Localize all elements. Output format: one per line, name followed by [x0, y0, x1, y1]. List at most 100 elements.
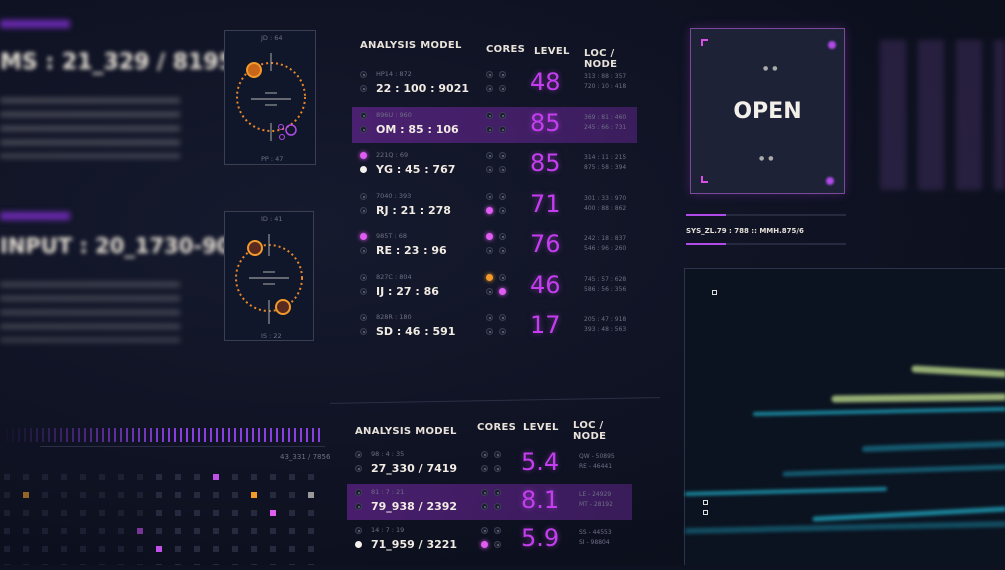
data-streak: [685, 487, 887, 496]
data-streak: [911, 365, 1005, 378]
row-loc-1: 205 : 47 : 918: [584, 316, 627, 323]
grid-node: [156, 546, 162, 552]
table-row[interactable]: 14 : 7 : 19 71_959 / 3221 5.9 SS - 44553 SI …: [347, 522, 632, 558]
row-code: 896U : 960: [376, 110, 412, 119]
row-level: 5.4: [521, 448, 560, 476]
radar-panel-2: ID : 41 IS : 22: [224, 211, 314, 341]
row-level: 76: [530, 230, 561, 258]
row-code: 221Q : 69: [376, 151, 409, 159]
row-loc-2: 546 : 96 : 260: [584, 245, 627, 252]
data-streak: [685, 521, 1005, 534]
row-level: 85: [530, 149, 561, 177]
radar-top-label: JD : 64: [261, 34, 283, 42]
row-loc-2: 720 : 10 : 418: [584, 83, 627, 90]
table-row[interactable]: HP14 : 872 22 : 100 : 9021 48 313 : 88 : 35…: [352, 66, 637, 102]
grid-node: [80, 546, 86, 552]
table-row[interactable]: 81 : 7 : 21 79_938 / 2392 8.1 LE - 24929 MT …: [347, 484, 632, 520]
row-loc-2: MT - 28192: [579, 501, 613, 508]
grid-node: [194, 546, 200, 552]
status-box[interactable]: ●● OPEN ●●: [690, 28, 845, 194]
row-loc-1: 369 : 81 : 460: [584, 113, 627, 121]
grid-node: [213, 474, 219, 480]
analysis-table-2: ANALYSIS MODEL CORES LEVEL LOC / NODE 98…: [347, 420, 637, 570]
grid-node: [4, 510, 10, 516]
analysis-table-1: ANALYSIS MODEL CORES LEVEL LOC / NODE HP…: [352, 38, 642, 348]
row-loc-1: QW - 50895: [579, 453, 615, 460]
row-loc-2: RE - 46441: [579, 463, 613, 470]
row-model: 27_330 / 7419: [371, 462, 458, 475]
table-row[interactable]: 827C : 804 IJ : 27 : 86 46 745 : 57 : 628 58…: [352, 269, 637, 305]
grid-node: [270, 528, 276, 534]
grid-node: [213, 510, 219, 516]
grid-node: [99, 528, 105, 534]
column-header-model: ANALYSIS MODEL: [360, 40, 462, 51]
core-indicator-icon: [494, 451, 501, 458]
core-indicator-icon: [499, 314, 506, 321]
grid-node: [251, 474, 257, 480]
grid-node: [118, 528, 124, 534]
grid-node: [80, 528, 86, 534]
core-indicator-icon: [481, 451, 488, 458]
readout-primary: MS : 21_329 / 8195: [0, 50, 234, 75]
grid-node: [61, 528, 67, 534]
grid-node: [137, 474, 143, 480]
row-loc-1: 242 : 18 : 837: [584, 235, 627, 242]
grid-node: [99, 510, 105, 516]
grid-node: [213, 528, 219, 534]
data-streak: [753, 407, 1005, 416]
row-bullet-icon: [360, 273, 367, 281]
row-bullet-icon: [355, 541, 362, 548]
row-bullet-icon: [360, 247, 367, 254]
row-model: 22 : 100 : 9021: [376, 82, 470, 95]
core-indicator-icon: [499, 247, 506, 254]
row-code: 81 : 7 : 21: [371, 488, 405, 496]
grid-node: [270, 492, 276, 498]
row-bullet-icon: [360, 314, 367, 321]
row-level: 85: [530, 108, 561, 137]
row-bullet-icon: [360, 71, 367, 78]
column-header-level: LEVEL: [523, 422, 559, 433]
table-row[interactable]: 896U : 960 OM : 85 : 106 85 369 : 81 : 460 2…: [352, 106, 637, 143]
core-indicator-icon: [486, 247, 493, 254]
grid-node: [232, 474, 238, 480]
table-row[interactable]: 221Q : 69 YG : 45 : 767 85 314 : 11 : 215 87…: [352, 147, 637, 183]
table-row[interactable]: 828R : 180 SD : 46 : 591 17 205 : 47 : 918 3…: [352, 309, 637, 345]
grid-node: [118, 474, 124, 480]
row-loc-2: 245 : 66 : 731: [584, 123, 627, 131]
table-row[interactable]: 7040 : 393 RJ : 21 : 278 71 301 : 33 : 970 4…: [352, 188, 637, 224]
row-bullet-icon: [360, 206, 367, 214]
signal-bar: [0, 428, 322, 442]
row-bullet-icon: [355, 527, 362, 534]
core-indicator-icon: [499, 111, 506, 119]
row-level: 8.1: [521, 486, 560, 514]
grid-node: [23, 492, 29, 498]
core-indicator-icon: [499, 125, 506, 133]
core-indicator-icon: [481, 527, 488, 534]
row-code: 828R : 180: [376, 313, 412, 321]
sys-readout: SYS_ZL.79 : 788 :: MMH.875/6: [686, 227, 804, 235]
row-loc-1: LE - 24929: [579, 491, 612, 498]
grid-node: [80, 492, 86, 498]
core-indicator-icon: [499, 71, 506, 78]
row-model: RJ : 21 : 278: [376, 203, 451, 217]
grid-node: [194, 528, 200, 534]
grid-node: [308, 510, 314, 516]
orbit-diagram: [236, 53, 306, 141]
core-indicator-icon: [494, 541, 501, 548]
grid-node: [42, 546, 48, 552]
row-code: 985T : 68: [376, 232, 407, 240]
core-indicator-icon: [486, 111, 493, 119]
grid-node: [289, 528, 295, 534]
indicator-dots: ●●: [759, 155, 778, 162]
row-bullet-icon: [360, 125, 367, 133]
purple-tag: [0, 212, 70, 220]
blurred-list: [0, 98, 180, 158]
radar-top-label: ID : 41: [261, 215, 283, 223]
table-row[interactable]: 985T : 68 RE : 23 : 96 76 242 : 18 : 837 546…: [352, 228, 637, 264]
data-streak: [831, 393, 1005, 403]
grid-node: [289, 510, 295, 516]
grid-node: [156, 492, 162, 498]
row-bullet-icon: [360, 166, 367, 173]
core-indicator-icon: [499, 328, 506, 335]
table-row[interactable]: 98 : 4 : 35 27_330 / 7419 5.4 QW - 50895 RE …: [347, 446, 632, 482]
